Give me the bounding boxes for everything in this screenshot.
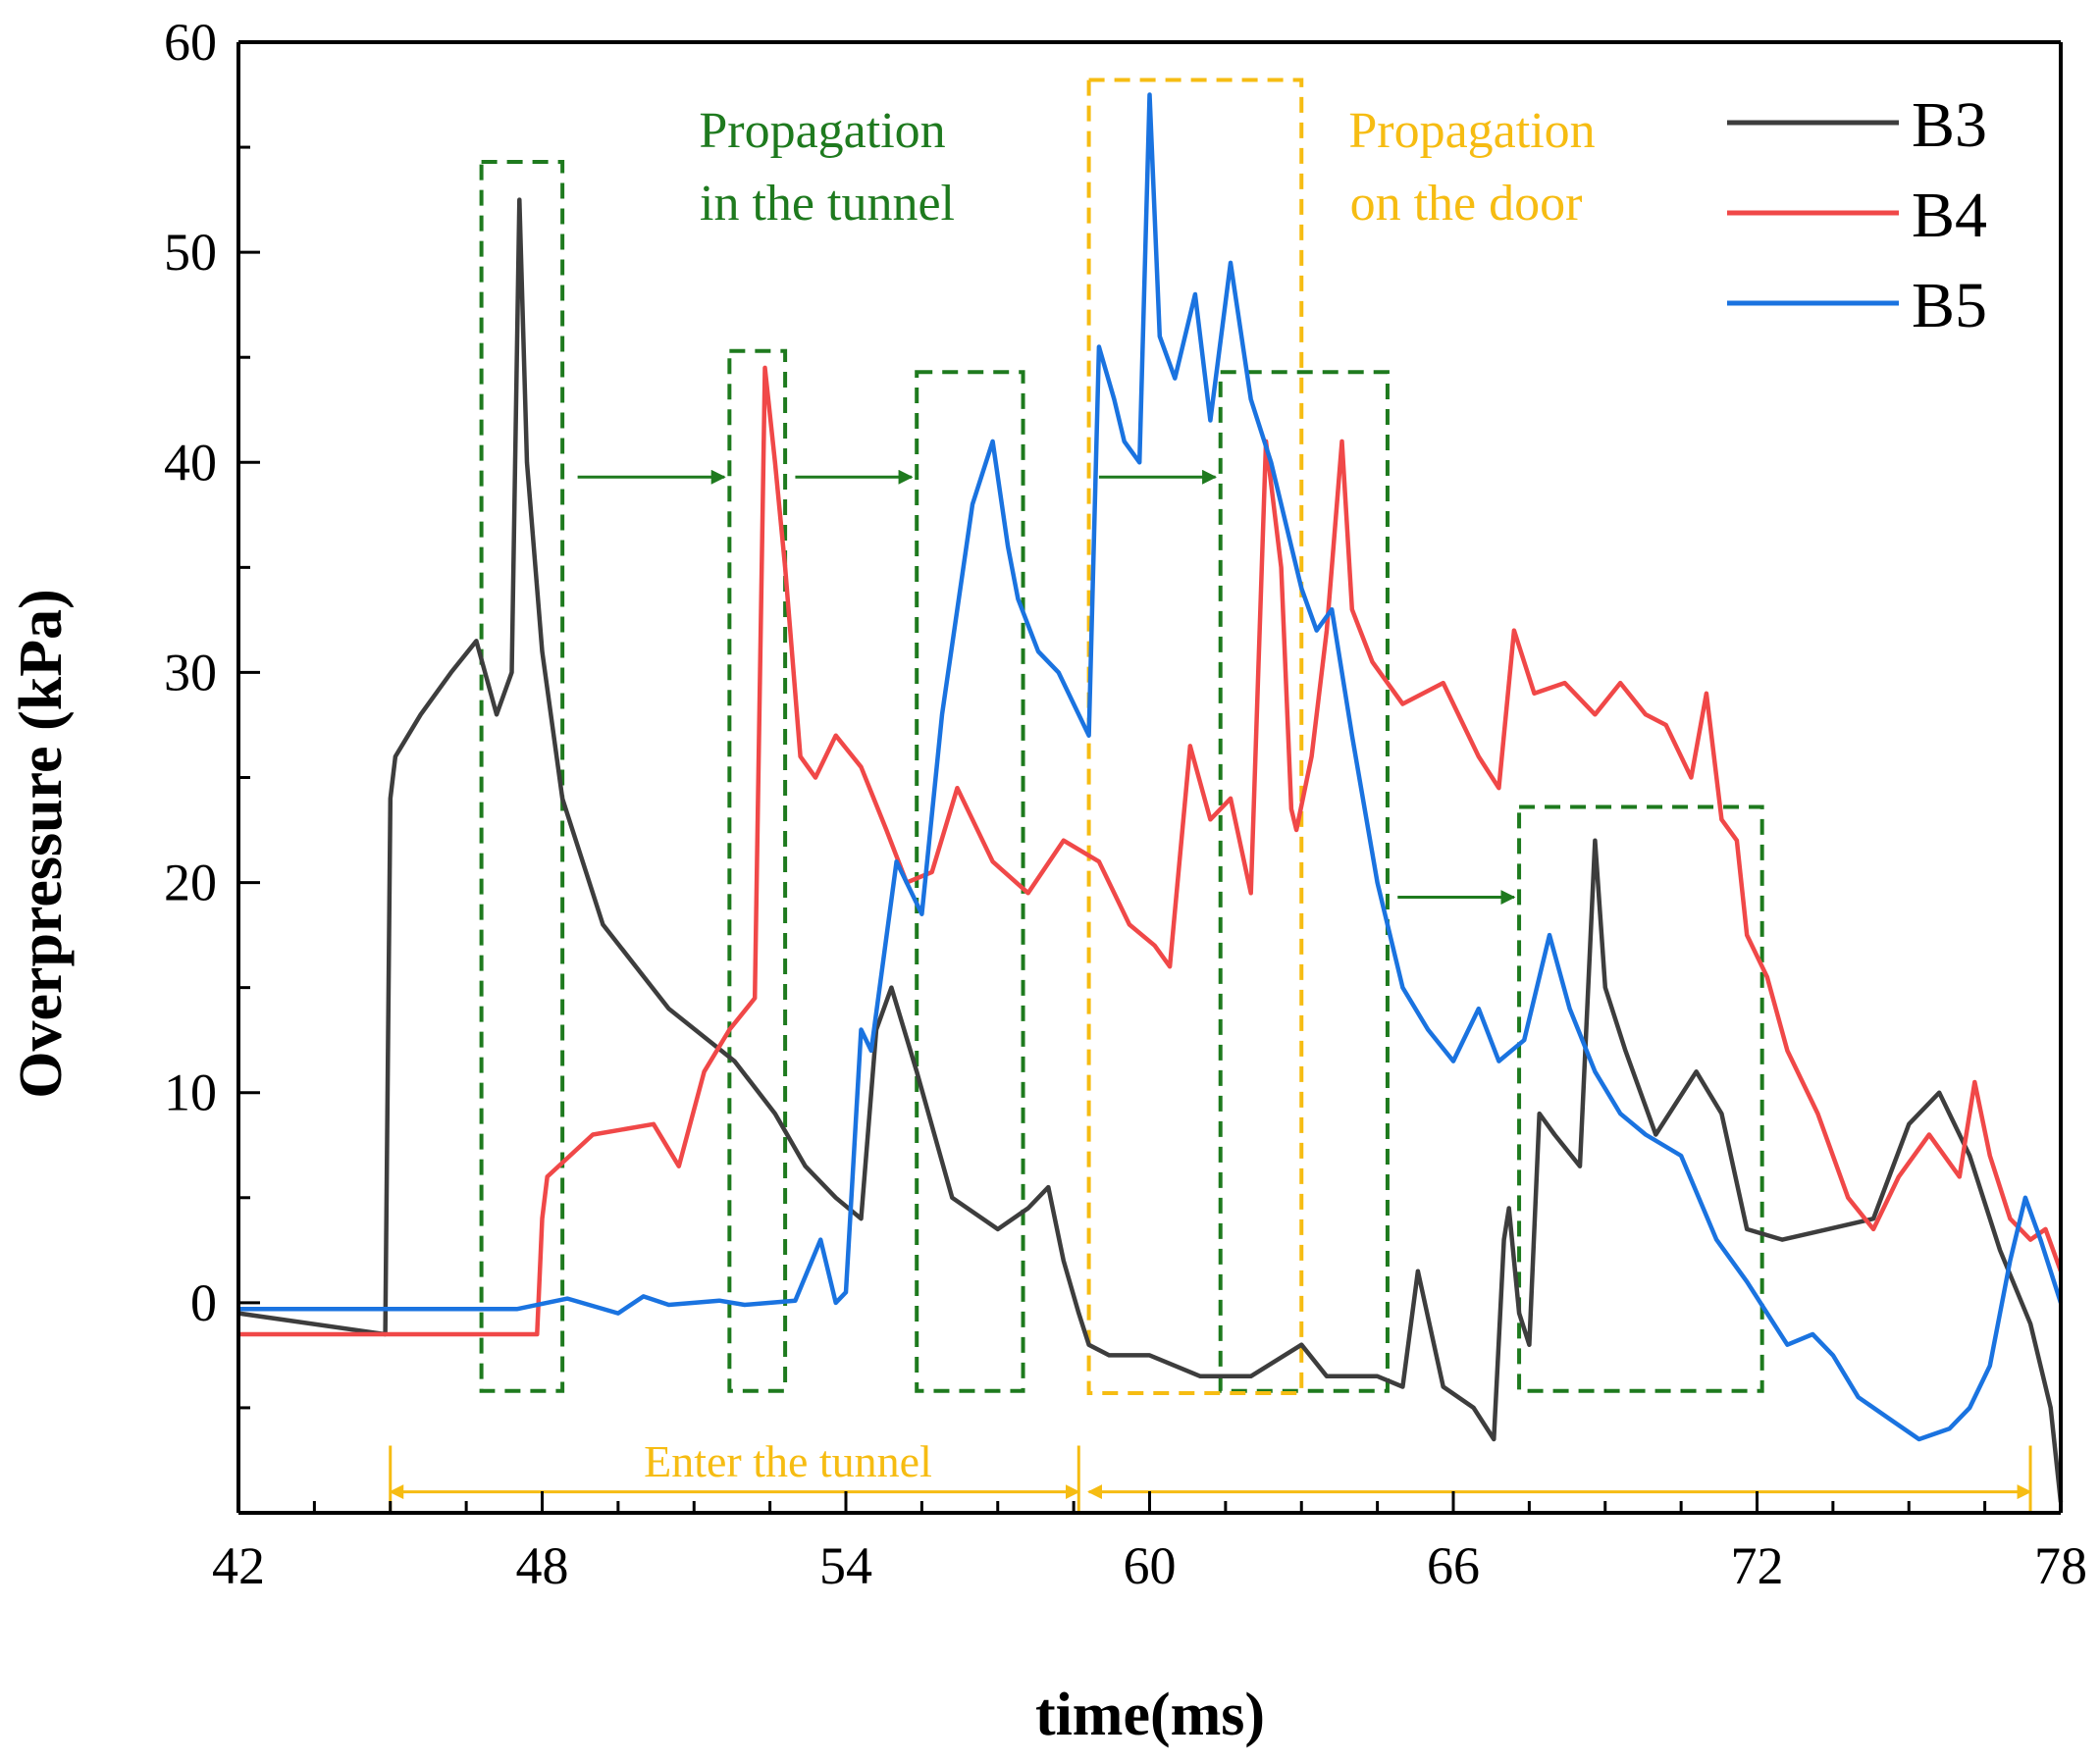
- tunnel-label-line1: Propagation: [699, 103, 945, 159]
- enter-tunnel-label: Enter the tunnel: [644, 1436, 932, 1486]
- series-b3-line: [237, 197, 2064, 1503]
- door-label-line1: Propagation: [1348, 103, 1595, 159]
- annotation-arrows: [389, 469, 2032, 1513]
- door-box: [1086, 78, 1304, 1395]
- y-axis-label: Overpressure (kPa): [8, 589, 75, 1098]
- y-tick-label: 60: [164, 13, 217, 72]
- x-axis-label: time(ms): [1035, 1682, 1265, 1748]
- x-tick-label: 54: [819, 1536, 872, 1595]
- x-tick-label: 60: [1124, 1536, 1177, 1595]
- y-tick-label: 20: [164, 854, 217, 912]
- y-tick-label: 50: [164, 223, 217, 282]
- legend-label-b4: B4: [1912, 180, 1987, 251]
- x-tick-label: 72: [1731, 1536, 1784, 1595]
- tunnel-box-2: [727, 348, 788, 1393]
- series-b5-line: [238, 92, 2064, 1442]
- tunnel-box-1: [479, 160, 565, 1393]
- tunnel-box-3: [915, 370, 1025, 1393]
- x-tick-label: 42: [212, 1536, 265, 1595]
- legend-label-b5: B5: [1912, 270, 1987, 341]
- annotation-boxes: [479, 78, 1764, 1395]
- chart-text: time(ms) Overpressure (kPa) Propagation …: [8, 13, 2087, 1748]
- y-tick-label: 0: [190, 1273, 217, 1332]
- series-b4-line: [238, 365, 2064, 1337]
- tunnel-box-5: [1517, 804, 1764, 1393]
- x-tick-label: 48: [516, 1536, 569, 1595]
- y-tick-label: 10: [164, 1063, 217, 1122]
- axes: [236, 40, 2063, 1515]
- x-tick-label: 66: [1427, 1536, 1480, 1595]
- tunnel-box-4: [1218, 370, 1390, 1393]
- x-tick-label: 78: [2034, 1536, 2087, 1595]
- tunnel-label-line2: in the tunnel: [700, 176, 955, 232]
- data-series: [237, 92, 2064, 1503]
- y-tick-label: 40: [164, 433, 217, 492]
- legend-label-b3: B3: [1912, 89, 1987, 161]
- legend: B3 B4 B5: [1727, 89, 1987, 341]
- y-tick-label: 30: [164, 643, 217, 701]
- door-label-line2: on the door: [1350, 176, 1583, 232]
